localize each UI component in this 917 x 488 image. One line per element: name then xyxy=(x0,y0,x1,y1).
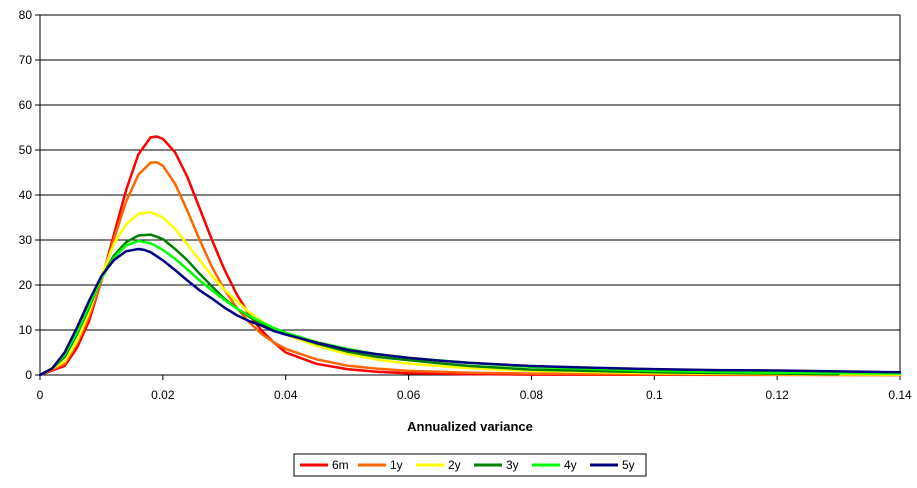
axes: 0 10 20 30 40 50 60 70 80 0 0.02 0.04 0.06 0.08 0.1 0.1… xyxy=(19,8,912,402)
y-tick-label: 30 xyxy=(19,233,33,247)
x-tick-label: 0.14 xyxy=(888,388,912,402)
series-line-2y xyxy=(38,210,902,377)
gridlines xyxy=(40,14,900,331)
x-tick-label: 0.02 xyxy=(151,388,175,402)
legend-label-5y: 5y xyxy=(622,458,635,472)
y-tick-label: 0 xyxy=(25,368,32,382)
series-line-4y xyxy=(38,239,902,377)
y-tick-label: 60 xyxy=(19,98,33,112)
x-tick-label: 0.1 xyxy=(646,388,663,402)
series-lines xyxy=(38,135,902,377)
x-tick-label: 0.08 xyxy=(520,388,544,402)
y-tick-label: 50 xyxy=(19,143,33,157)
legend: 6m 1y 2y 3y 4y 5y xyxy=(293,453,647,477)
y-tick-label: 40 xyxy=(19,188,33,202)
legend-label-2y: 2y xyxy=(448,458,461,472)
legend-label-1y: 1y xyxy=(390,458,403,472)
legend-label-6m: 6m xyxy=(332,458,349,472)
y-tick-label: 20 xyxy=(19,278,33,292)
series-line-5y xyxy=(38,247,902,377)
x-axis-title: Annualized variance xyxy=(407,419,533,434)
series-line-1y xyxy=(38,160,902,377)
y-tick-label: 80 xyxy=(19,8,33,22)
y-tick-label: 10 xyxy=(19,323,33,337)
legend-label-4y: 4y xyxy=(564,458,577,472)
legend-label-3y: 3y xyxy=(506,458,519,472)
x-tick-label: 0.12 xyxy=(765,388,789,402)
legend-box xyxy=(293,453,647,477)
x-tick-label: 0.06 xyxy=(397,388,421,402)
y-tick-label: 70 xyxy=(19,53,33,67)
x-tick-label: 0 xyxy=(37,388,44,402)
series-line-3y xyxy=(38,233,840,377)
x-tick-label: 0.04 xyxy=(274,388,298,402)
